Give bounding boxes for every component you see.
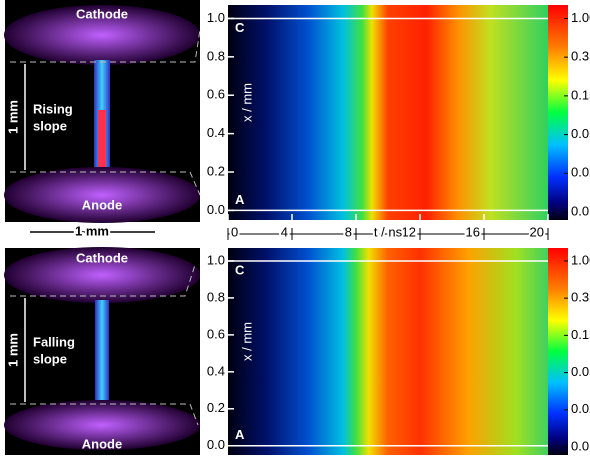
scale-label: 1 mm [75, 223, 109, 238]
y-tick-label: 0.4 [207, 125, 225, 140]
x-tick-label: 0 [231, 224, 238, 239]
y-tick-label: 0.4 [207, 363, 225, 378]
x-tick-label: 16 [466, 224, 480, 239]
y-tick-label: 0.0 [207, 202, 225, 217]
colorbar-label: 0.15 [571, 327, 590, 342]
x-tick-label: 8 [345, 224, 352, 239]
colorbar-label: 0.02 [571, 401, 590, 416]
cathode-label: Cathode [76, 6, 128, 21]
heatmap-image [228, 5, 548, 220]
cathode-label: Cathode [76, 250, 128, 265]
x-tick-label: 12 [402, 224, 416, 239]
photo-top [4, 0, 201, 223]
slope-label: Falling [33, 334, 75, 349]
bottom-label: A [235, 192, 245, 207]
anode-label: Anode [82, 197, 122, 212]
colorbar [548, 248, 568, 455]
top-label: C [235, 20, 245, 35]
heatmap-image [228, 248, 548, 455]
y-tick-label: 0.6 [207, 326, 225, 341]
y-tick-label: 0.2 [207, 400, 225, 415]
bottom-label: A [235, 427, 245, 442]
colorbar-label: 0.01 [571, 203, 590, 218]
y-tick-label: 0.8 [207, 48, 225, 63]
gap-label: 1 mm [5, 100, 20, 134]
colorbar-label: 0.35 [571, 290, 590, 305]
slope-label: slope [33, 118, 67, 133]
colorbar-label: 0.35 [571, 49, 590, 64]
colorbar-label: 0.05 [571, 364, 590, 379]
y-axis-label: x / mm [239, 322, 254, 361]
anode-label: Anode [82, 436, 122, 451]
slope-label: slope [33, 351, 67, 366]
y-tick-label: 1.0 [207, 10, 225, 25]
y-tick-label: 0.0 [207, 437, 225, 452]
colorbar-label: 1.00 [571, 252, 590, 267]
gap-label: 1 mm [5, 333, 20, 367]
photo-bottom [4, 247, 200, 455]
y-tick-label: 0.2 [207, 163, 225, 178]
y-tick-label: 1.0 [207, 252, 225, 267]
y-axis-label: x / mm [239, 83, 254, 122]
y-tick-label: 0.8 [207, 289, 225, 304]
x-tick-label: 4 [281, 224, 288, 239]
colorbar-label: 0.05 [571, 126, 590, 141]
colorbar-label: 1.00 [571, 10, 590, 25]
x-axis-label: t / ns [374, 224, 403, 239]
colorbar-label: 0.02 [571, 165, 590, 180]
top-label: C [235, 262, 245, 277]
colorbar-label: 0.15 [571, 87, 590, 102]
colorbar [548, 5, 568, 220]
colorbar-label: 0.01 [571, 438, 590, 453]
x-tick-label: 20 [530, 224, 544, 239]
annotations: Cathode Anode 1 mm Rising slope 1 mm Cat… [5, 6, 155, 451]
slope-label: Rising [33, 101, 73, 116]
y-tick-label: 0.6 [207, 87, 225, 102]
